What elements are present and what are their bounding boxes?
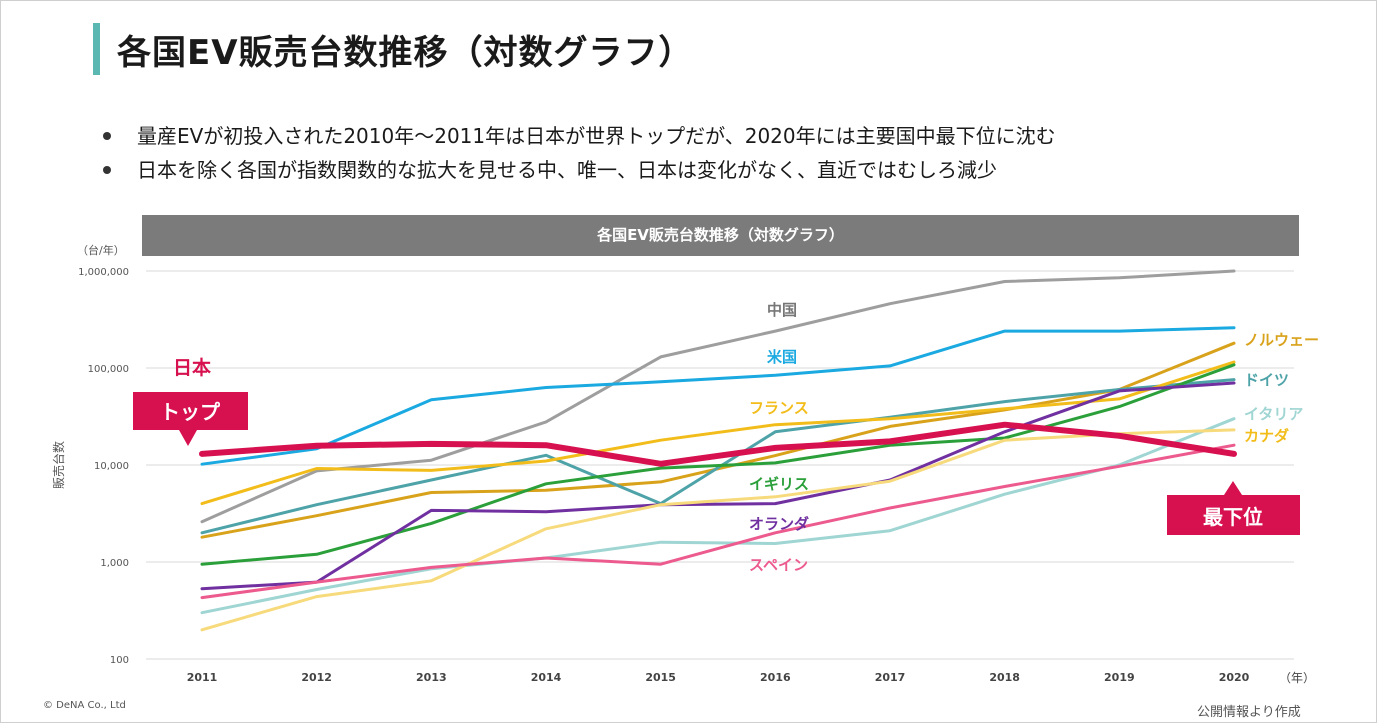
series-label: スペイン — [749, 556, 808, 574]
series-label: 日本 — [173, 356, 211, 379]
series-line — [200, 381, 1236, 591]
bullet-text: 量産EVが初投入された2010年〜2011年は日本が世界トップだが、2020年に… — [137, 124, 1056, 148]
x-unit-label: （年） — [1279, 671, 1315, 685]
series-label: フランス — [749, 399, 809, 417]
bullet-dot-icon — [103, 131, 111, 140]
series-label: 米国 — [767, 348, 797, 366]
series-line — [200, 417, 1236, 615]
bullet-dot-icon — [103, 165, 111, 174]
bullet-list: 量産EVが初投入された2010年〜2011年は日本が世界トップだが、2020年に… — [103, 119, 1056, 187]
callout-bottom-box — [1167, 495, 1300, 535]
series-line — [200, 326, 1236, 466]
x-tick-label: 2018 — [989, 671, 1020, 684]
series-label: カナダ — [1244, 427, 1289, 445]
source-note: 公開情報より作成 — [1197, 705, 1301, 720]
title-accent-bar — [93, 23, 100, 75]
series-line — [200, 378, 1236, 535]
x-tick-label: 2011 — [187, 671, 218, 684]
x-tick-label: 2020 — [1219, 671, 1250, 684]
callout-top-label: トップ — [160, 400, 221, 424]
series-line — [199, 421, 1237, 467]
chart-title: 各国EV販売台数推移（対数グラフ） — [142, 215, 1299, 256]
x-tick-label: 2014 — [531, 671, 562, 684]
series-label: ドイツ — [1244, 371, 1289, 389]
y-tick-label: 100,000 — [88, 364, 129, 375]
x-tick-label: 2013 — [416, 671, 447, 684]
callout-bottom-label: 最下位 — [1203, 505, 1263, 529]
series-label: 中国 — [767, 301, 797, 319]
y-tick-label: 1,000,000 — [78, 267, 129, 278]
y-tick-label: 1,000 — [100, 558, 129, 569]
series-line — [200, 363, 1236, 566]
y-tick-label: 100 — [110, 655, 129, 666]
bullet-item: 量産EVが初投入された2010年〜2011年は日本が世界トップだが、2020年に… — [103, 119, 1056, 153]
series-label: イタリア — [1244, 405, 1303, 423]
callout-bottom-pointer-icon — [1224, 481, 1242, 495]
x-tick-label: 2016 — [760, 671, 791, 684]
x-tick-label: 2012 — [301, 671, 332, 684]
series-label: イギリス — [749, 475, 809, 493]
callout-top-pointer-icon — [179, 430, 197, 446]
series-label: ノルウェー — [1244, 331, 1319, 349]
series-line — [200, 341, 1236, 539]
x-tick-label: 2017 — [875, 671, 906, 684]
callout-top-box — [133, 392, 248, 430]
copyright: © DeNA Co., Ltd — [43, 700, 126, 711]
x-tick-label: 2015 — [645, 671, 676, 684]
bullet-item: 日本を除く各国が指数関数的な拡大を見せる中、唯一、日本は変化がなく、直近ではむし… — [103, 153, 1056, 187]
series-line — [200, 269, 1236, 524]
y-tick-label: 10,000 — [94, 461, 129, 472]
y-axis-label: 販売台数 — [51, 441, 66, 489]
series-label: オランダ — [749, 515, 809, 533]
y-unit-label: （台/年） — [77, 243, 125, 257]
series-line — [200, 360, 1236, 506]
series-line — [200, 428, 1236, 632]
bullet-text: 日本を除く各国が指数関数的な拡大を見せる中、唯一、日本は変化がなく、直近ではむし… — [137, 158, 997, 182]
series-line — [200, 443, 1236, 600]
x-tick-label: 2019 — [1104, 671, 1135, 684]
page-title: 各国EV販売台数推移（対数グラフ） — [117, 33, 694, 73]
